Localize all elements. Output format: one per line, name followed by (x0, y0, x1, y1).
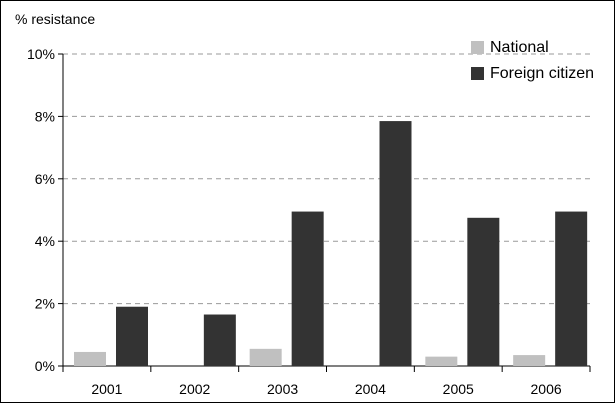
legend-label: National (490, 39, 549, 56)
bar-foreign-citizen (555, 212, 587, 366)
bar-foreign-citizen (116, 307, 148, 366)
x-tick-label: 2005 (443, 381, 474, 397)
legend-label: Foreign citizen (490, 65, 594, 82)
bars (74, 121, 587, 366)
legend-swatch (471, 67, 484, 80)
x-tick-label: 2002 (179, 381, 210, 397)
legend-swatch (471, 41, 484, 54)
bar-foreign-citizen (292, 212, 324, 366)
bar-national (513, 355, 545, 366)
x-tick-label: 2006 (531, 381, 562, 397)
gridlines (63, 54, 590, 304)
x-tick-label: 2003 (267, 381, 298, 397)
bar-national (425, 357, 457, 366)
x-tick-label: 2004 (355, 381, 386, 397)
bar-foreign-citizen (467, 218, 499, 366)
y-tick-label: 2% (35, 296, 55, 312)
y-tick-label: 8% (35, 108, 55, 124)
y-tick-label: 10% (27, 46, 55, 62)
y-tick-label: 4% (35, 233, 55, 249)
bar-foreign-citizen (204, 315, 236, 366)
x-tick-label: 2001 (91, 381, 122, 397)
bar-national (250, 349, 282, 366)
bar-national (74, 352, 106, 366)
y-tick-label: 6% (35, 171, 55, 187)
y-axis-title: % resistance (15, 11, 95, 27)
y-tick-label: 0% (35, 358, 55, 374)
legend: National Foreign citizen (471, 39, 594, 82)
bar-foreign-citizen (380, 121, 412, 366)
